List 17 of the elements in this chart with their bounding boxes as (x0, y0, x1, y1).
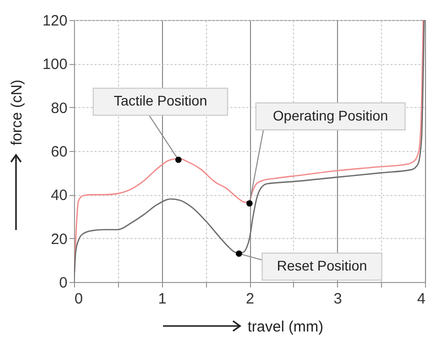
y-tick-label: 120 (42, 12, 68, 30)
annotation: Operating Position (272, 107, 388, 124)
x-tick-label: 0 (74, 290, 83, 308)
y-axis-title: force (cN) (8, 80, 26, 146)
y-tick-label: 60 (50, 144, 68, 160)
annotation: Reset Position (276, 258, 368, 274)
x-tick-label: 2 (246, 290, 254, 308)
y-tick-label: 20 (50, 230, 68, 248)
x-axis-title: travel (mm) (248, 318, 324, 336)
y-tick-label: 0 (59, 274, 68, 292)
y-tick-label: 40 (50, 187, 68, 204)
x-tick-label: 3 (334, 290, 342, 308)
x-tick-label: 4 (417, 290, 426, 308)
annotation: Tactile Position (114, 92, 208, 109)
y-tick-label: 100 (42, 56, 68, 74)
x-tick-label: 1 (158, 290, 166, 308)
y-tick-label: 80 (50, 100, 68, 117)
